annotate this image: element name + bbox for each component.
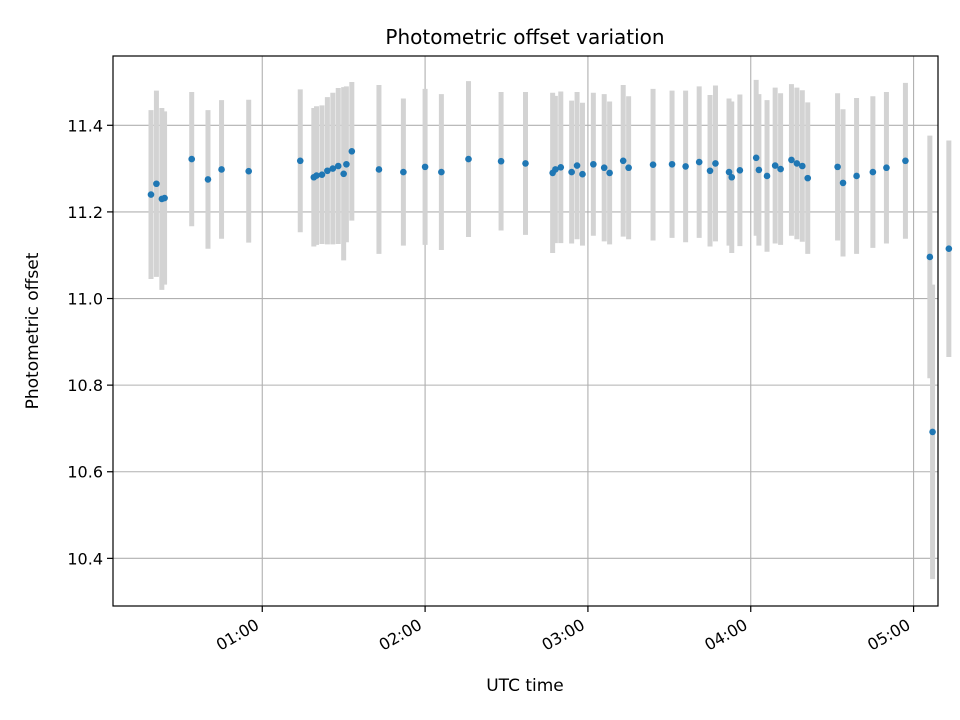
data-point: [188, 155, 196, 163]
data-point: [343, 160, 350, 168]
data-point: [324, 167, 331, 175]
data-point: [204, 176, 212, 183]
data-point: [771, 162, 779, 169]
data-point: [883, 164, 890, 172]
data-point: [788, 156, 795, 164]
data-point: [728, 173, 736, 181]
data-point: [804, 174, 812, 182]
data-point: [869, 168, 877, 176]
chart-title: Photometric offset variation: [385, 25, 664, 49]
data-point: [839, 179, 847, 187]
data-point: [926, 253, 934, 261]
data-point: [725, 168, 733, 176]
data-point: [945, 245, 953, 253]
data-point: [313, 172, 320, 179]
data-points: [147, 147, 953, 436]
data-point: [755, 166, 763, 174]
data-point: [625, 164, 632, 172]
y-tick-label: 10.4: [67, 549, 103, 568]
data-point: [752, 154, 760, 162]
y-axis-ticks: 10.4 10.6 10.8 11.0 11.2 11.4: [67, 116, 113, 568]
data-point: [834, 163, 841, 171]
data-point: [421, 163, 429, 171]
data-point: [736, 167, 744, 174]
data-point: [763, 172, 771, 180]
data-point: [153, 180, 160, 188]
y-tick-label: 10.6: [67, 463, 103, 482]
y-axis-title: Photometric offset: [23, 252, 43, 409]
data-point: [465, 155, 472, 163]
data-point: [438, 168, 445, 176]
data-point: [606, 169, 613, 177]
data-point: [573, 162, 581, 169]
data-point: [400, 168, 407, 176]
data-point: [497, 157, 505, 165]
data-point: [706, 167, 714, 175]
data-point: [902, 157, 909, 165]
data-point: [557, 163, 565, 171]
data-point: [799, 162, 806, 170]
data-point: [218, 166, 225, 173]
data-point: [853, 172, 860, 180]
data-point: [600, 164, 608, 172]
data-point: [318, 171, 326, 178]
data-point: [522, 160, 529, 167]
data-point: [793, 160, 801, 167]
data-point: [619, 157, 627, 165]
data-point: [590, 160, 597, 168]
data-point: [147, 191, 155, 198]
data-point: [579, 170, 586, 178]
data-point: [649, 161, 657, 169]
data-point: [375, 166, 383, 173]
data-point: [296, 157, 304, 165]
y-tick-label: 11.2: [67, 203, 103, 222]
data-point: [340, 170, 347, 178]
data-point: [334, 162, 342, 170]
data-point: [777, 165, 784, 173]
data-point: [161, 194, 168, 202]
y-tick-label: 11.0: [67, 290, 103, 309]
x-axis-title: UTC time: [486, 676, 564, 696]
data-point: [552, 166, 559, 173]
data-point: [329, 165, 337, 172]
data-point: [568, 168, 575, 176]
data-point: [712, 160, 719, 167]
data-point: [245, 167, 252, 175]
data-point: [682, 163, 689, 170]
plot-frame: [112, 55, 939, 607]
y-tick-label: 11.4: [67, 116, 103, 135]
data-point: [668, 160, 676, 168]
data-point: [695, 158, 703, 166]
data-point: [348, 147, 356, 155]
data-point: [929, 428, 936, 436]
y-tick-label: 10.8: [67, 376, 103, 395]
